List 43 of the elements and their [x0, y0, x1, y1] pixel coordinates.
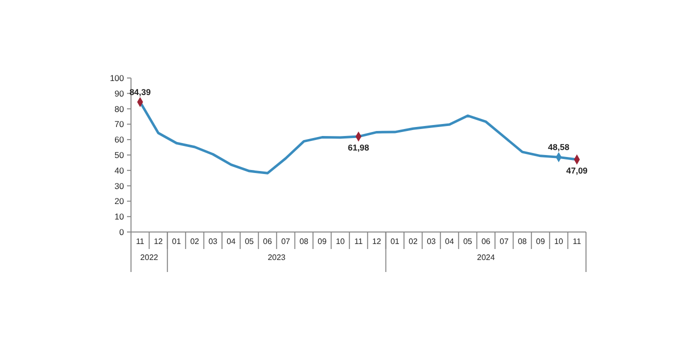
x-tick-label: 11 [136, 237, 145, 246]
x-tick-label: 01 [390, 237, 400, 246]
x-tick-label: 09 [536, 237, 546, 246]
x-tick-label: 08 [299, 237, 309, 246]
y-tick-label: 60 [114, 134, 124, 145]
y-tick-label: 100 [110, 72, 124, 83]
x-tick-label: 04 [445, 237, 454, 246]
x-tick-label: 02 [408, 237, 418, 246]
y-tick-label: 70 [114, 119, 124, 130]
y-tick-label: 20 [114, 196, 124, 206]
x-tick-label: 06 [481, 237, 491, 246]
x-tick-label: 06 [263, 237, 272, 246]
text: 2024 [477, 253, 496, 262]
y-tick-label: 50 [114, 150, 124, 160]
data-label: 84,39 [129, 87, 152, 98]
x-tick-label: 03 [426, 237, 436, 246]
y-tick-label: 40 [114, 165, 124, 176]
x-tick-label: 11 [572, 237, 582, 246]
x-tick-label: 07 [281, 237, 291, 246]
x-tick-label: 12 [154, 237, 164, 246]
x-tick-label: 01 [172, 237, 182, 246]
x-tick-label: 09 [318, 237, 328, 246]
y-tick-label: 80 [114, 104, 124, 114]
x-tick-label: 11 [354, 237, 364, 246]
x-tick-label: 12 [372, 237, 382, 246]
x-tick-label: 02 [190, 237, 200, 246]
x-tick-label: 04 [226, 237, 236, 246]
x-tick-label: 08 [518, 237, 528, 246]
text: 2023 [268, 253, 286, 262]
y-tick-label: 0 [119, 226, 124, 237]
data-label: 48,58 [548, 142, 570, 152]
x-tick-label: 05 [244, 237, 254, 246]
text: 2022 [140, 253, 159, 262]
data-label: 47,09 [566, 165, 588, 176]
x-tick-label: 10 [336, 237, 346, 246]
x-tick-label: 05 [463, 237, 473, 246]
y-tick-label: 90 [114, 88, 124, 98]
x-tick-label: 10 [554, 237, 564, 246]
y-tick-label: 30 [114, 180, 124, 191]
x-tick-label: 07 [500, 237, 510, 246]
x-tick-label: 03 [208, 237, 218, 246]
y-tick-label: 10 [114, 212, 124, 222]
data-label: 61,98 [348, 142, 370, 153]
